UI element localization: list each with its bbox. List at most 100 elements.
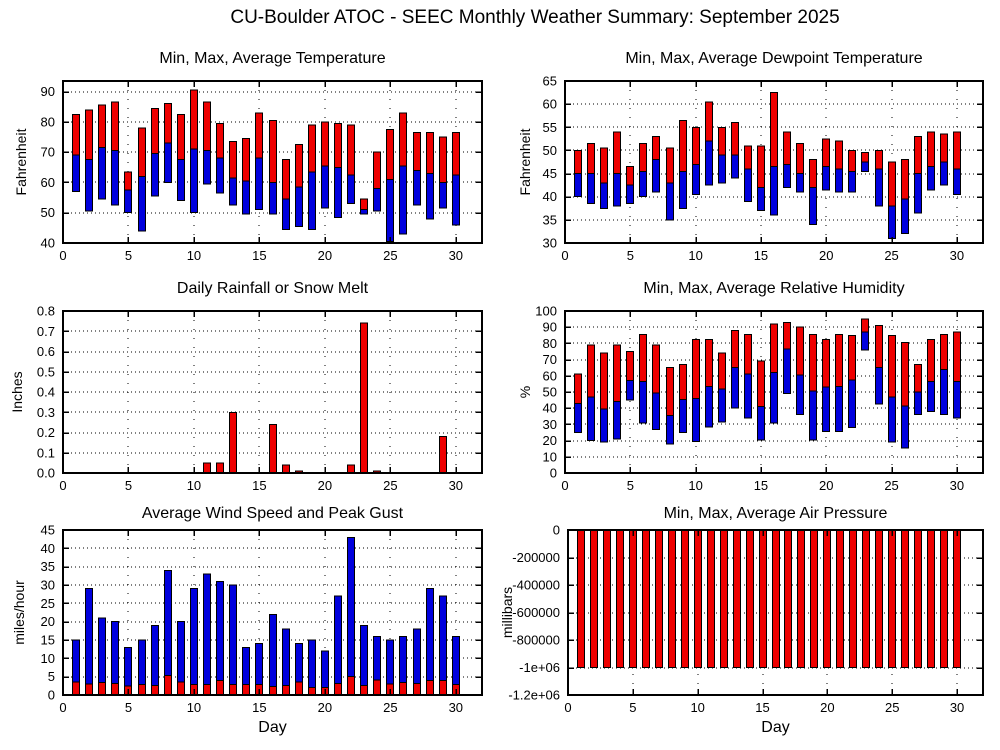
bar-min-to-avg xyxy=(308,171,316,230)
svg-text:15: 15 xyxy=(755,700,769,715)
gridlines xyxy=(63,530,482,695)
bar-min-to-avg xyxy=(953,380,961,419)
bar-avg-to-max xyxy=(901,342,909,407)
bar-min-to-avg xyxy=(360,209,368,215)
bar-average-wind xyxy=(426,680,434,696)
bar-min-to-avg xyxy=(426,172,434,220)
svg-text:20: 20 xyxy=(318,700,332,715)
bar-average-wind xyxy=(413,682,421,696)
bar-min-to-avg xyxy=(692,397,700,442)
bar-min-to-avg xyxy=(587,173,595,205)
bar-average-wind xyxy=(164,675,172,696)
svg-text:40: 40 xyxy=(543,401,557,416)
svg-text:90: 90 xyxy=(543,320,557,335)
bar-average-wind xyxy=(85,683,93,696)
svg-text:15: 15 xyxy=(252,478,266,493)
bar-avg-to-max xyxy=(914,363,922,393)
bar-value xyxy=(439,436,447,474)
bar-min-to-avg xyxy=(875,168,883,207)
bar-avg-to-max xyxy=(151,107,159,155)
svg-text:70: 70 xyxy=(543,352,557,367)
svg-text:40: 40 xyxy=(543,189,557,204)
bar-average-wind xyxy=(334,683,342,696)
svg-text:25: 25 xyxy=(383,478,397,493)
bar-value xyxy=(694,529,702,668)
bar-value xyxy=(720,529,728,668)
bar-average-wind xyxy=(229,683,237,696)
svg-text:40: 40 xyxy=(41,236,55,251)
bar-min-to-avg xyxy=(927,380,935,412)
bar-avg-to-max xyxy=(875,149,883,170)
bar-average-wind xyxy=(177,681,185,696)
svg-text:60: 60 xyxy=(41,175,55,190)
bar-avg-to-max xyxy=(809,159,817,188)
chart-title: Min, Max, Average Dewpoint Temperature xyxy=(625,50,922,67)
bar-value xyxy=(360,322,368,474)
bar-avg-to-max xyxy=(652,136,660,161)
svg-text:-800000: -800000 xyxy=(512,633,560,648)
bar-min-to-avg xyxy=(386,178,394,242)
svg-text:5: 5 xyxy=(48,669,55,684)
chart-title: Min, Max, Average Air Pressure xyxy=(664,505,888,522)
bar-avg-to-max xyxy=(770,92,778,168)
bar-avg-to-max xyxy=(626,351,634,382)
bar-min-to-avg xyxy=(809,390,817,441)
svg-text:-600000: -600000 xyxy=(512,605,560,620)
bar-min-to-avg xyxy=(848,170,856,193)
bar-average-wind xyxy=(203,683,211,696)
bar-min-to-avg xyxy=(692,163,700,195)
plot-frame xyxy=(564,80,984,244)
bar-avg-to-max xyxy=(927,131,935,168)
axis-tick-labels: 0.0 0.1 0.2 0.3 0.4 0.5 0.6 0.7 0.8 0 5 10 15 20 25 30 xyxy=(37,304,463,494)
svg-text:25: 25 xyxy=(884,248,898,263)
bar-peak-gust xyxy=(308,639,316,689)
bar-peak-gust xyxy=(282,628,290,686)
svg-text:15: 15 xyxy=(252,700,266,715)
svg-text:25: 25 xyxy=(884,478,898,493)
bar-value xyxy=(849,529,857,668)
bar-avg-to-max xyxy=(848,149,856,172)
bar-avg-to-max xyxy=(639,142,647,172)
bar-value xyxy=(823,529,831,668)
bar-avg-to-max xyxy=(692,338,700,399)
bar-avg-to-max xyxy=(927,338,935,382)
bar-avg-to-max xyxy=(574,149,582,175)
bar-avg-to-max xyxy=(796,142,804,175)
bar-avg-to-max xyxy=(783,131,791,165)
axis-tick-labels: 0 5 10 15 20 25 30 35 40 45 0 5 10 15 20 25 30 xyxy=(41,523,464,716)
bar-avg-to-max xyxy=(914,136,922,175)
bar-value xyxy=(269,423,277,474)
bar-min-to-avg xyxy=(413,169,421,206)
svg-text:0.6: 0.6 xyxy=(37,344,55,359)
bar-min-to-avg xyxy=(639,380,647,424)
bar-min-to-avg xyxy=(373,187,381,212)
plot-frame xyxy=(62,80,483,244)
bar-average-wind xyxy=(269,686,277,696)
svg-text:60: 60 xyxy=(543,97,557,112)
bar-avg-to-max xyxy=(229,141,237,179)
bar-peak-gust xyxy=(413,628,421,684)
bar-min-to-avg xyxy=(666,414,674,445)
bar-min-to-avg xyxy=(587,396,595,442)
svg-text:80: 80 xyxy=(543,336,557,351)
svg-text:0: 0 xyxy=(550,466,557,481)
bar-average-wind xyxy=(295,681,303,696)
chart-title: Average Wind Speed and Peak Gust xyxy=(142,505,404,522)
svg-text:10: 10 xyxy=(690,700,704,715)
bar-average-wind xyxy=(282,684,290,696)
bar-min-to-avg xyxy=(613,173,621,207)
bar-min-to-avg xyxy=(835,168,843,193)
svg-text:0: 0 xyxy=(561,478,568,493)
bar-avg-to-max xyxy=(848,334,856,381)
bar-avg-to-max xyxy=(679,119,687,172)
bar-value xyxy=(203,462,211,474)
bar-value xyxy=(810,529,818,668)
bar-min-to-avg xyxy=(72,154,80,193)
bar-peak-gust xyxy=(138,639,146,686)
svg-text:25: 25 xyxy=(383,248,397,263)
bars xyxy=(203,322,447,474)
bar-min-to-avg xyxy=(718,154,726,184)
bar-avg-to-max xyxy=(321,121,329,167)
svg-text:45: 45 xyxy=(543,166,557,181)
svg-text:20: 20 xyxy=(41,614,55,629)
